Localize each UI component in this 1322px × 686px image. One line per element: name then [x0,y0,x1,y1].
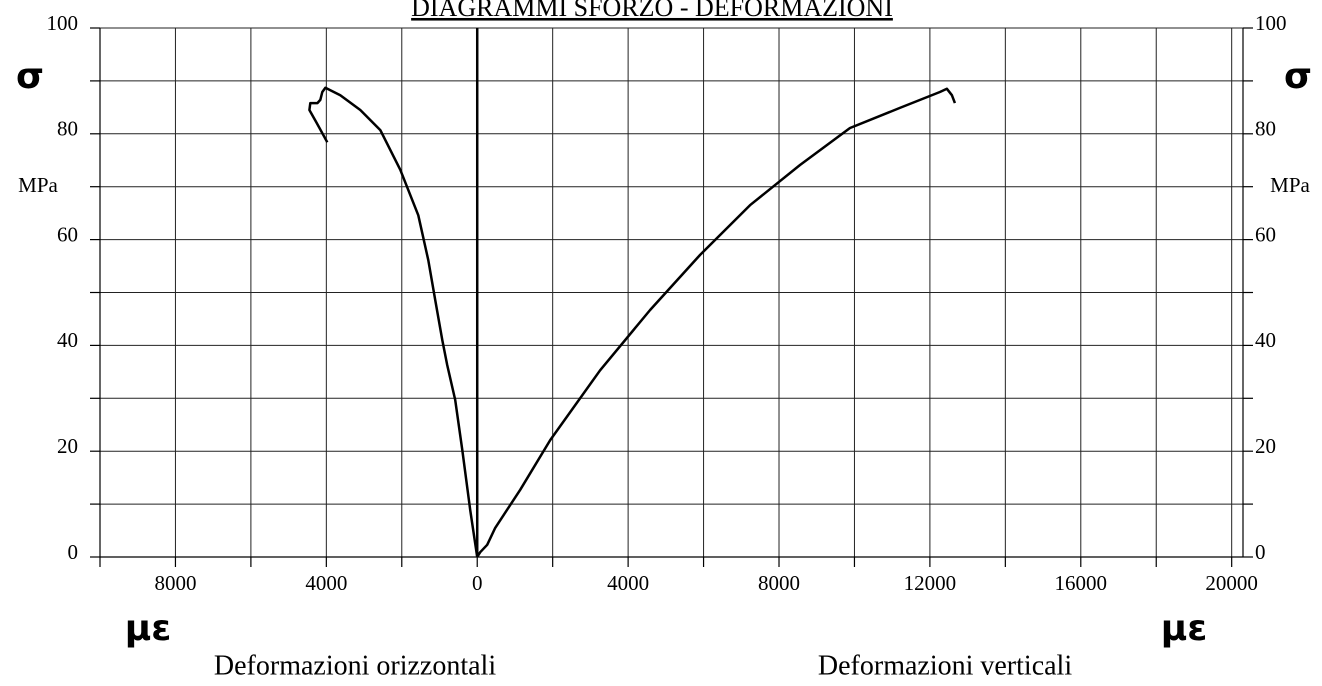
x-tick-label: 8000 [154,571,196,595]
y-tick-label: 80 [57,117,78,141]
y-tick-label: 20 [57,434,78,458]
y-tick-label: 0 [68,540,79,564]
x-unit: με [125,608,172,649]
x-tick-label: 20000 [1205,571,1258,595]
series-label: Deformazioni verticali [818,650,1072,681]
series-line [476,87,957,558]
y-tick-label: 60 [57,222,78,246]
series-label: Deformazioni orizzontali [214,650,496,681]
y-tick-label-right: 0 [1255,540,1266,564]
y-tick-label-right: 100 [1255,11,1287,35]
y-tick-label: 100 [47,11,79,35]
y-symbol: σ [16,56,44,97]
x-tick-label: 8000 [758,571,800,595]
y-tick-label-right: 40 [1255,328,1276,352]
x-tick-label: 4000 [607,571,649,595]
y-tick-label-right: 60 [1255,222,1276,246]
y-symbol-right: σ [1284,56,1312,97]
x-tick-label: 16000 [1055,571,1108,595]
x-tick-label: 0 [472,571,483,595]
x-tick-label: 4000 [305,571,347,595]
series-line [308,86,479,558]
y-tick-label: 40 [57,328,78,352]
y-unit: MPa [18,173,58,197]
y-tick-label-right: 20 [1255,434,1276,458]
x-unit-right: με [1161,608,1208,649]
x-tick-label: 12000 [904,571,957,595]
y-tick-label-right: 80 [1255,117,1276,141]
y-unit-right: MPa [1270,173,1310,197]
chart-title: DIAGRAMMI SFORZO - DEFORMAZIONI [411,0,893,22]
